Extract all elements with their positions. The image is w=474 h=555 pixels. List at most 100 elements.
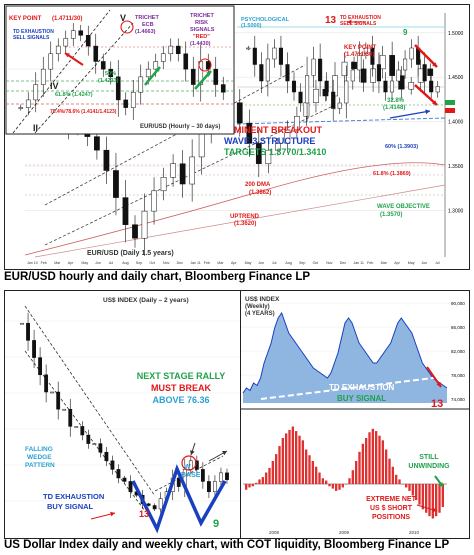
cot-bar — [361, 443, 364, 484]
inset-trichet-risk: TRICHET — [190, 13, 214, 19]
x-tick: Feb — [204, 261, 210, 265]
keypoint-value-right: (1.4711/30) — [344, 52, 374, 58]
x-tick: Oct — [313, 261, 319, 265]
zoom-candle — [376, 64, 381, 82]
daily-candle — [132, 224, 138, 239]
inset-risk-label: RISK — [195, 20, 208, 26]
hourly-candle — [63, 38, 69, 47]
cot-bar — [431, 484, 434, 519]
daily-candle — [284, 129, 291, 144]
dxy-candle — [146, 503, 151, 506]
cot-bar — [315, 466, 318, 484]
dma-200-curve — [24, 162, 446, 256]
daily-candle — [236, 102, 243, 124]
inset-618-label: 61.8% (1.4247) — [55, 92, 93, 98]
cot-bar — [268, 467, 271, 484]
rally-line2: MUST BREAK — [151, 383, 211, 393]
daily-candle — [398, 75, 405, 90]
cot-bar — [435, 484, 438, 517]
cot-bar — [258, 479, 261, 484]
daily-candle — [417, 68, 424, 83]
dxy-candle — [116, 469, 121, 479]
hourly-candle — [93, 45, 99, 62]
inset-red-arrow-head — [65, 53, 70, 58]
cot-bar — [335, 484, 338, 491]
dxy-daily-chart: US$ INDEX (Daily – 2 years) NEXT STAGE RA… — [5, 297, 241, 534]
cot-bar — [308, 455, 311, 484]
extreme-label3: POSITIONS — [372, 514, 410, 521]
weekly-trendline — [260, 376, 442, 400]
cot-bar — [401, 484, 404, 485]
inset-channel-2 — [34, 22, 134, 134]
cot-bar — [298, 435, 301, 484]
cot-bar — [388, 458, 391, 484]
inset-td-label: TD EXHAUSTION — [13, 29, 54, 35]
inset-risk-value: (1.4430) — [190, 41, 211, 47]
zoom-candle — [409, 47, 414, 60]
keypoint-label-right: KEY POINT — [344, 45, 377, 51]
x-tick: Apr — [231, 261, 237, 265]
daily-candle — [408, 82, 415, 90]
cot-bar — [395, 474, 398, 484]
rally-line — [154, 455, 224, 492]
inset-green-arrow-2-head — [206, 71, 211, 76]
cot-bar — [385, 449, 388, 484]
cot-bar — [248, 484, 251, 488]
zoom-candle — [291, 80, 297, 93]
still-label: STILL — [419, 454, 439, 461]
daily-chart-title: EUR/USD (Daily 1.5 years) — [87, 250, 174, 257]
zoom-candle — [259, 64, 264, 82]
daily-candle — [113, 170, 119, 198]
wedge-label1: FALLING — [25, 446, 53, 453]
x-tick: Jun — [421, 261, 427, 265]
x-tick: Feb — [367, 261, 373, 265]
w-label: W — [184, 464, 191, 471]
down-arrow-1-head — [432, 62, 437, 67]
daily-candle — [151, 190, 157, 212]
td-9-label: 9 — [403, 28, 408, 37]
zoom-candle — [435, 86, 440, 93]
cot-bar — [261, 477, 264, 484]
x-tick: Aug — [285, 261, 291, 265]
dxy-candle — [110, 460, 115, 470]
cot-bar — [285, 433, 288, 484]
cot-bar — [338, 484, 341, 490]
x-tick: Nov — [326, 261, 333, 265]
x-tick: Nov — [163, 261, 170, 265]
dxy-candle — [200, 469, 205, 482]
channel-upper — [44, 64, 306, 206]
fib-60-label: 60% (1.3903) — [385, 144, 418, 150]
cot-bar — [281, 438, 284, 484]
daily-candle — [313, 88, 319, 103]
cot-bar — [378, 435, 381, 484]
cot-bar — [288, 429, 291, 484]
hourly-candle — [18, 107, 24, 109]
dxy-candle — [68, 408, 73, 427]
td-13-label: 13 — [325, 15, 337, 26]
dxy-candle — [44, 374, 49, 393]
wedge-lower — [24, 350, 146, 512]
weekly-td-label2: BUY SIGNAL — [337, 394, 386, 403]
hourly-candle — [85, 35, 91, 47]
down-arrow-1 — [414, 44, 438, 68]
x-tick: Oct — [149, 261, 155, 265]
daily-candle — [341, 61, 348, 76]
hourly-candle — [205, 61, 211, 70]
dxy-candle — [50, 391, 55, 394]
price-flag-red — [445, 108, 455, 113]
zoom-candle — [331, 91, 336, 109]
daily-candle — [303, 102, 310, 117]
breakout-title: IMMINENT BREAKOUT — [224, 125, 322, 135]
x-tick: Jun — [258, 261, 264, 265]
daily-candle — [160, 177, 167, 192]
zoom-candle — [305, 75, 310, 104]
cot-bar — [328, 484, 331, 487]
daily-candle — [103, 149, 110, 171]
fib-60-line — [236, 117, 446, 125]
psych-value: (1.5000) — [241, 23, 262, 29]
top-pointer-head — [190, 450, 195, 455]
cot-bar — [375, 431, 378, 484]
price-flag-green — [445, 100, 455, 105]
